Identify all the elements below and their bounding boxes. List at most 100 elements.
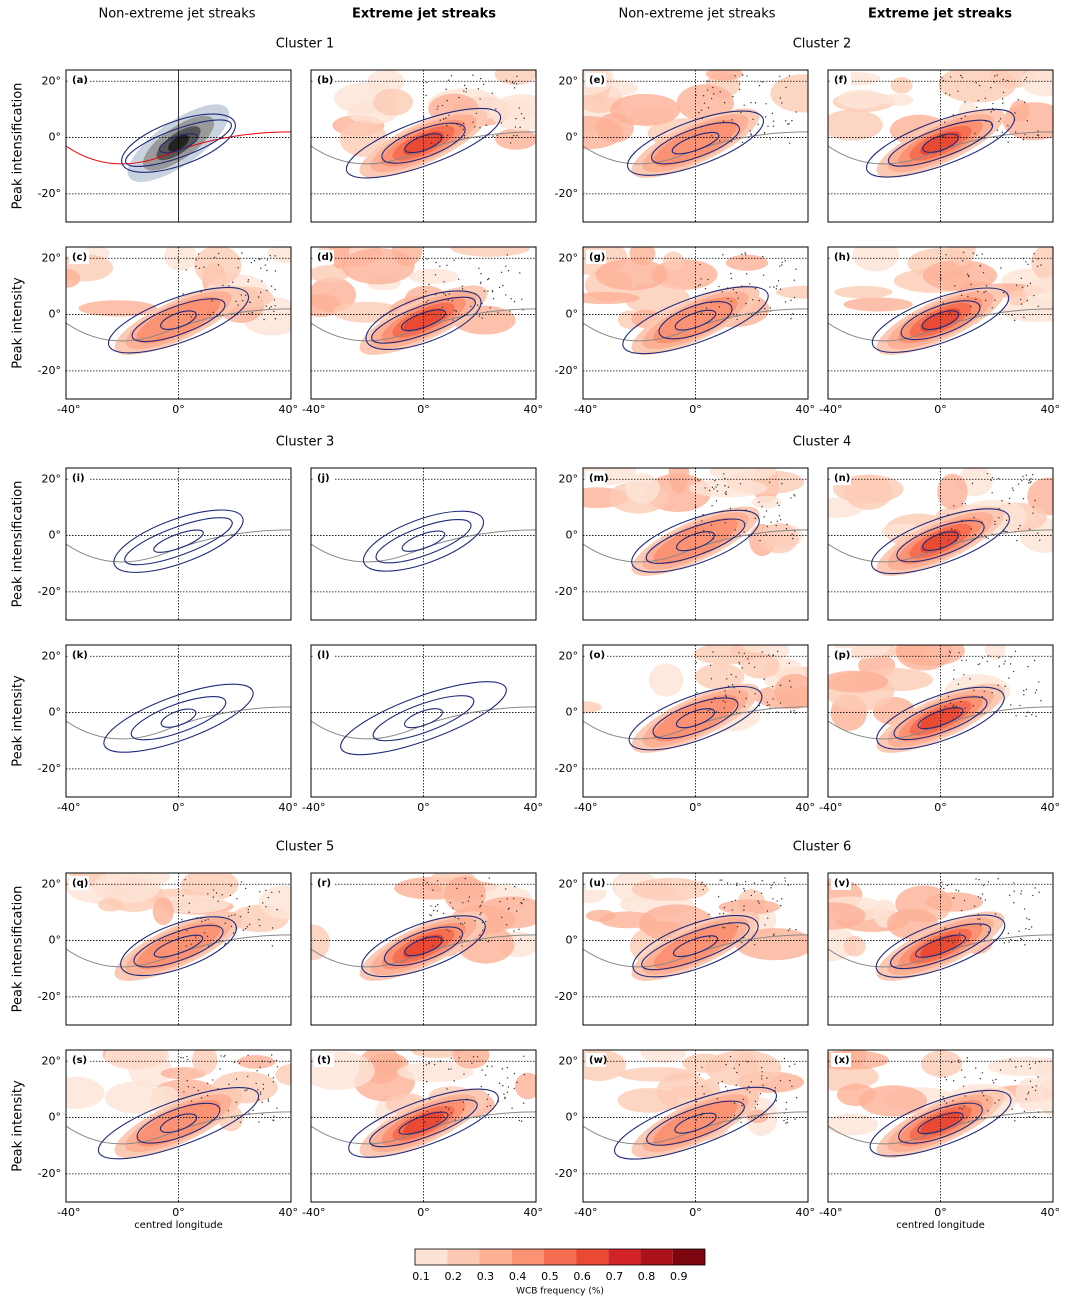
stipple	[1029, 1067, 1032, 1070]
stipple	[512, 897, 515, 900]
stipple	[250, 261, 253, 264]
stipple	[707, 710, 709, 712]
stipple	[485, 124, 488, 126]
stipple	[487, 278, 489, 281]
panel-label: (c)	[72, 252, 87, 263]
x-tick-label: 40°	[524, 801, 544, 814]
panel-content	[66, 468, 291, 620]
stipple	[428, 1062, 430, 1065]
stipple	[785, 1101, 788, 1104]
contour	[107, 286, 250, 354]
stipple	[1013, 890, 1015, 892]
stipple	[722, 912, 725, 915]
stipple	[184, 879, 186, 881]
stipple	[979, 663, 981, 665]
x-tick-label: 0°	[689, 1206, 702, 1219]
stipple	[738, 652, 740, 654]
stipple	[447, 79, 450, 81]
stipple	[984, 299, 987, 302]
stipple	[506, 254, 509, 256]
stipple	[979, 897, 982, 899]
stipple	[270, 285, 273, 287]
stipple	[467, 900, 470, 902]
panel-frame	[310, 246, 537, 400]
stipple	[1002, 78, 1004, 81]
contour	[893, 696, 988, 741]
stipple	[997, 684, 999, 687]
panel-content	[828, 1050, 1053, 1202]
stipple	[507, 270, 510, 272]
shading	[844, 474, 893, 510]
stipple	[788, 75, 791, 77]
stipple	[953, 505, 955, 507]
panel-label-bg	[314, 250, 334, 264]
stipple	[502, 284, 504, 287]
x-tick-label: -40°	[574, 801, 597, 814]
shading	[852, 247, 899, 272]
stipple	[505, 294, 507, 296]
stipple	[991, 692, 993, 694]
stipple	[995, 1078, 997, 1081]
shading	[583, 701, 602, 714]
stipple	[1021, 286, 1024, 288]
stipple	[791, 313, 794, 315]
stipple	[501, 1068, 504, 1070]
stipple	[1034, 1062, 1037, 1064]
stipple	[961, 76, 964, 79]
stipple	[714, 479, 716, 482]
stipple	[498, 286, 501, 289]
panel-frame	[65, 467, 292, 621]
stipple	[1029, 282, 1032, 285]
panel: (h) -40° 0° 40°	[819, 246, 1061, 416]
stipple	[1029, 482, 1031, 484]
y-tick-label: -20°	[555, 1167, 578, 1180]
stipple	[1000, 267, 1002, 269]
stipple	[228, 1083, 230, 1085]
stipple	[474, 920, 476, 922]
stipple	[463, 1073, 465, 1075]
stipple	[252, 1109, 254, 1111]
panel-content	[66, 247, 291, 399]
x-tick-label: 40°	[1041, 403, 1061, 416]
stipple	[784, 120, 787, 122]
contour	[887, 119, 994, 167]
panel-frame	[310, 467, 537, 621]
stipple	[270, 1054, 273, 1056]
stipple	[463, 134, 466, 137]
shading	[834, 285, 893, 299]
stipple	[712, 651, 714, 653]
stipple	[710, 524, 713, 526]
stipple	[976, 254, 978, 256]
stipple	[793, 279, 795, 281]
stipple	[743, 652, 746, 655]
stipple	[979, 1077, 982, 1080]
stipple	[274, 317, 277, 320]
stipple	[740, 1121, 742, 1124]
colorbar-tick-label: 0.1	[412, 1270, 430, 1283]
shading	[926, 892, 984, 912]
stipple	[998, 120, 1000, 122]
panel-frame	[582, 246, 809, 400]
shading	[770, 74, 808, 113]
stipple	[982, 272, 985, 274]
stipple	[1028, 479, 1030, 482]
shading	[668, 468, 690, 494]
x-tick-label: 0°	[172, 801, 185, 814]
stipple	[1011, 1108, 1013, 1110]
x-tick-label: -40°	[819, 801, 842, 814]
contour	[103, 683, 254, 753]
stipple	[482, 929, 484, 932]
stipple	[786, 523, 788, 526]
contour	[345, 107, 502, 179]
contour	[675, 708, 716, 729]
stipple	[245, 294, 247, 296]
stipple	[244, 887, 247, 890]
y-tick-label: 0°	[566, 1111, 579, 1124]
x-tick-label: -40°	[819, 1206, 842, 1219]
stipple	[790, 318, 792, 320]
stipple	[1026, 299, 1029, 302]
stipple	[230, 925, 233, 928]
contour	[369, 1099, 478, 1148]
stipple	[276, 1066, 279, 1068]
panel-frame	[827, 872, 1054, 1026]
